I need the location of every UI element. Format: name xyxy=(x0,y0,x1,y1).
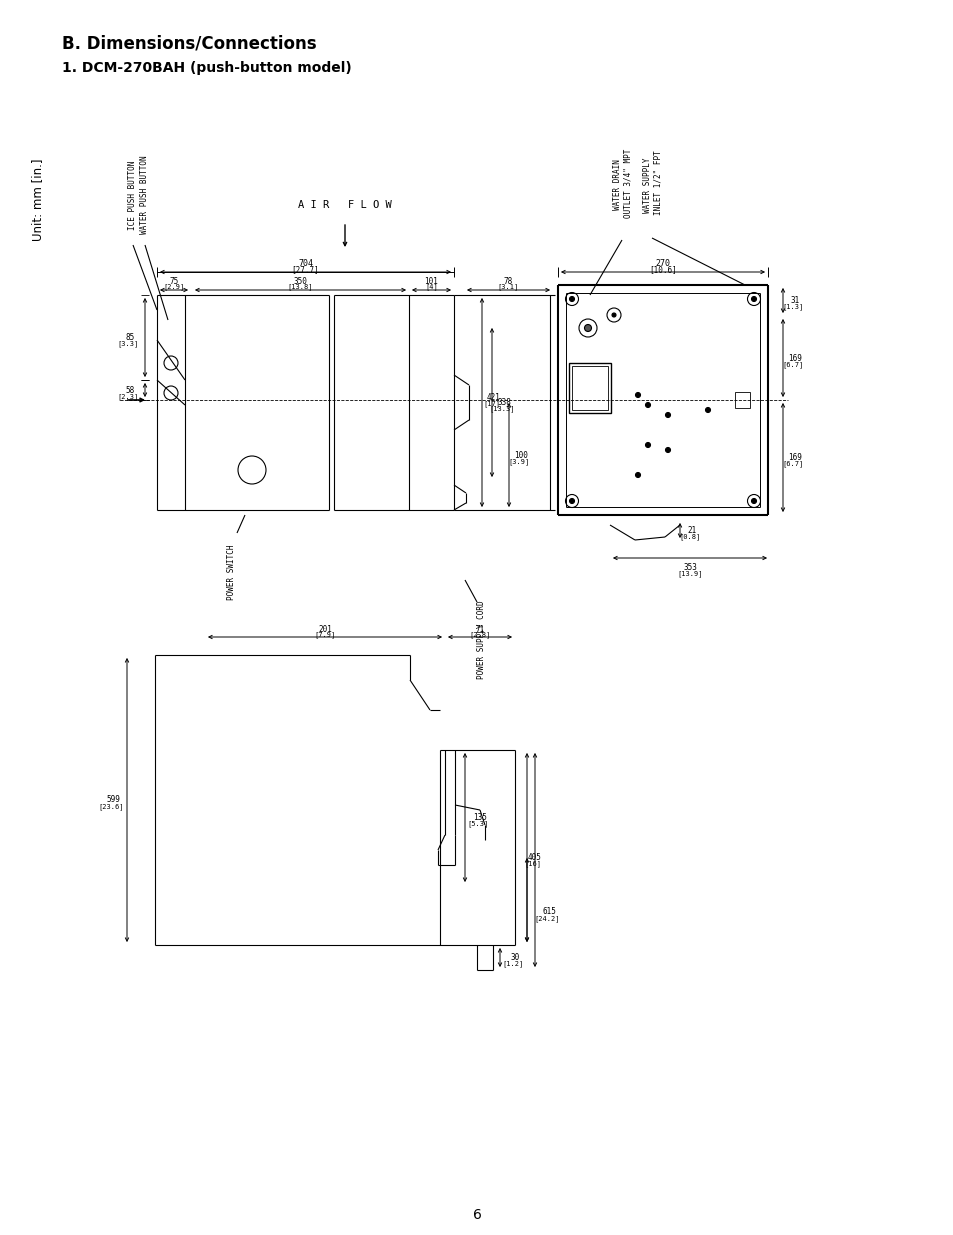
Text: [16]: [16] xyxy=(524,861,541,867)
Circle shape xyxy=(635,393,639,398)
Text: OUTLET 3/4" MPT: OUTLET 3/4" MPT xyxy=(623,148,632,217)
Text: [13.8]: [13.8] xyxy=(288,284,313,290)
Circle shape xyxy=(705,408,710,412)
Text: [2.8]: [2.8] xyxy=(469,631,490,638)
Text: 100: 100 xyxy=(514,451,527,459)
Text: 71: 71 xyxy=(475,625,484,634)
Text: 135: 135 xyxy=(473,813,486,821)
Text: 169: 169 xyxy=(787,452,801,462)
Text: [17]: [17] xyxy=(483,400,500,408)
Text: A I R   F L O W: A I R F L O W xyxy=(297,200,392,210)
Text: [23.6]: [23.6] xyxy=(98,804,124,810)
Text: [7.9]: [7.9] xyxy=(314,631,335,638)
Text: [0.8]: [0.8] xyxy=(679,534,700,541)
Text: [27.7]: [27.7] xyxy=(292,266,319,274)
Text: B. Dimensions/Connections: B. Dimensions/Connections xyxy=(62,35,316,52)
Circle shape xyxy=(751,499,756,504)
Bar xyxy=(572,366,607,410)
Text: [13.9]: [13.9] xyxy=(677,571,702,578)
Bar xyxy=(568,363,610,412)
Text: Unit: mm [in.]: Unit: mm [in.] xyxy=(31,159,45,241)
Text: [2.9]: [2.9] xyxy=(163,284,185,290)
Circle shape xyxy=(584,325,591,331)
Text: [6.7]: [6.7] xyxy=(781,461,802,467)
Text: [13.3]: [13.3] xyxy=(489,405,515,412)
Text: 30: 30 xyxy=(510,952,519,962)
Circle shape xyxy=(645,403,650,408)
Text: [24.2]: [24.2] xyxy=(534,915,559,923)
Text: [3.1]: [3.1] xyxy=(497,284,518,290)
Text: 405: 405 xyxy=(528,852,541,862)
Text: 101: 101 xyxy=(424,277,438,285)
Text: 338: 338 xyxy=(497,398,511,406)
Text: ICE PUSH BUTTON: ICE PUSH BUTTON xyxy=(129,161,137,230)
Text: [5.3]: [5.3] xyxy=(467,820,488,827)
Text: 350: 350 xyxy=(294,277,307,285)
Text: 615: 615 xyxy=(541,908,556,916)
Text: 58: 58 xyxy=(125,385,134,394)
Text: 1. DCM-270BAH (push-button model): 1. DCM-270BAH (push-button model) xyxy=(62,61,352,75)
Circle shape xyxy=(665,447,670,452)
Text: [1.3]: [1.3] xyxy=(781,304,802,310)
Text: WATER PUSH BUTTON: WATER PUSH BUTTON xyxy=(140,156,150,235)
Circle shape xyxy=(751,296,756,301)
Text: 6: 6 xyxy=(472,1208,481,1221)
Text: INLET 1/2" FPT: INLET 1/2" FPT xyxy=(653,151,661,215)
Text: WATER DRAIN: WATER DRAIN xyxy=(613,159,622,210)
Text: POWER SUPPLY CORD: POWER SUPPLY CORD xyxy=(477,600,486,679)
Text: 353: 353 xyxy=(682,562,697,572)
Text: 78: 78 xyxy=(503,277,513,285)
Text: [1.2]: [1.2] xyxy=(502,961,523,967)
Circle shape xyxy=(635,473,639,478)
Text: 85: 85 xyxy=(125,332,134,342)
Text: [10.6]: [10.6] xyxy=(648,266,677,274)
Circle shape xyxy=(665,412,670,417)
Text: 704: 704 xyxy=(297,258,313,268)
Bar xyxy=(734,391,749,408)
Text: 169: 169 xyxy=(787,353,801,363)
Text: [6.7]: [6.7] xyxy=(781,362,802,368)
Circle shape xyxy=(569,499,574,504)
Text: [4]: [4] xyxy=(425,284,437,290)
Circle shape xyxy=(569,296,574,301)
Text: WATER SUPPLY: WATER SUPPLY xyxy=(643,157,652,212)
Text: 421: 421 xyxy=(487,393,500,401)
Text: 599: 599 xyxy=(106,795,120,804)
Text: 75: 75 xyxy=(170,277,178,285)
Circle shape xyxy=(612,312,616,317)
Text: [2.3]: [2.3] xyxy=(117,394,138,400)
Text: 21: 21 xyxy=(687,526,696,535)
Text: [3.3]: [3.3] xyxy=(117,341,138,347)
Text: POWER SWITCH: POWER SWITCH xyxy=(227,545,236,600)
Text: 201: 201 xyxy=(317,625,332,634)
Text: 31: 31 xyxy=(789,295,799,305)
Circle shape xyxy=(645,442,650,447)
Text: [3.9]: [3.9] xyxy=(508,458,529,466)
Text: 270: 270 xyxy=(655,258,670,268)
